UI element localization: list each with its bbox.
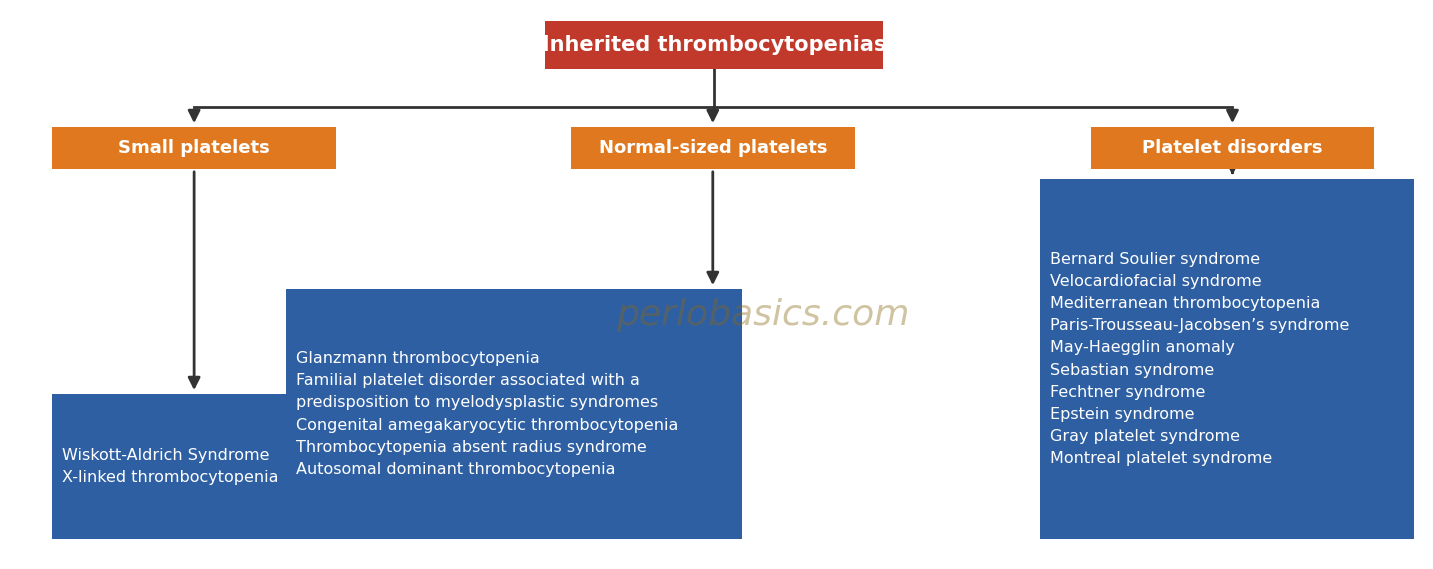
Text: Wiskott-Aldrich Syndrome
X-linked thrombocytopenia: Wiskott-Aldrich Syndrome X-linked thromb…: [62, 448, 278, 485]
Text: Small platelets: Small platelets: [119, 139, 269, 157]
Text: Platelet disorders: Platelet disorders: [1142, 139, 1323, 157]
FancyBboxPatch shape: [52, 394, 335, 539]
FancyBboxPatch shape: [545, 21, 883, 69]
FancyBboxPatch shape: [1040, 179, 1413, 539]
Text: Inherited thrombocytopenias: Inherited thrombocytopenias: [542, 35, 886, 55]
Text: Bernard Soulier syndrome
Velocardiofacial syndrome
Mediterranean thrombocytopeni: Bernard Soulier syndrome Velocardiofacia…: [1050, 251, 1350, 467]
Text: Glanzmann thrombocytopenia
Familial platelet disorder associated with a
predispo: Glanzmann thrombocytopenia Familial plat…: [295, 351, 678, 477]
Text: Normal-sized platelets: Normal-sized platelets: [599, 139, 827, 157]
FancyBboxPatch shape: [1091, 127, 1374, 169]
FancyBboxPatch shape: [570, 127, 854, 169]
FancyBboxPatch shape: [285, 289, 742, 539]
Text: perlobasics.com: perlobasics.com: [616, 298, 910, 332]
FancyBboxPatch shape: [52, 127, 335, 169]
